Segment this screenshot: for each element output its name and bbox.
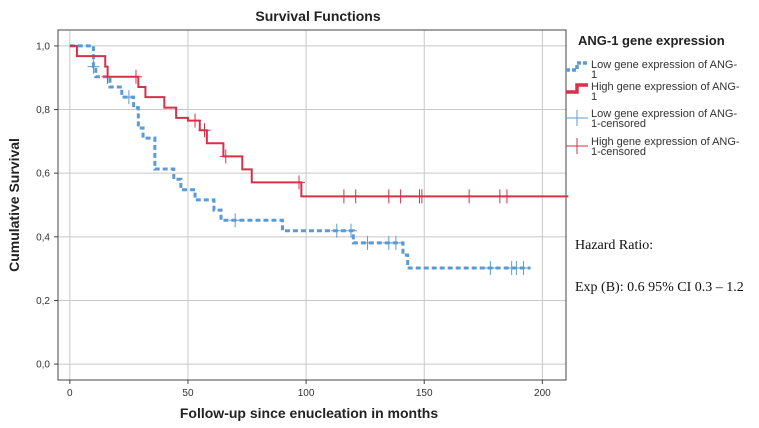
legend-label-continued: 1-censored — [591, 146, 646, 158]
legend-swatch — [566, 83, 588, 94]
x-tick-label: 50 — [182, 388, 194, 399]
legend-label: High gene expression of ANG- — [591, 136, 740, 148]
legend-label-continued: 1 — [591, 69, 597, 81]
legend-swatch — [566, 61, 588, 72]
chart-title: Survival Functions — [255, 8, 380, 24]
legend-swatch — [566, 110, 588, 126]
exp-b-text: Exp (B): 0.6 95% CI 0.3 – 1.2 — [575, 280, 744, 295]
low-censor-mark — [122, 90, 135, 105]
high-censor-mark — [394, 189, 407, 204]
legend-entry: High gene expression of ANG-1-censored — [566, 136, 740, 158]
y-axis-label: Cumulative Survival — [6, 138, 22, 272]
high-expression-line — [69, 44, 569, 198]
legend-entry: Low gene expression of ANG-1 — [566, 59, 737, 81]
series-group — [69, 44, 569, 275]
y-tick-label: 0,4 — [36, 232, 50, 243]
high-censor-mark — [463, 189, 476, 204]
legend-label-continued: 1 — [591, 91, 597, 103]
axis-ticks: 0 50 100 150 200 0,0 0,2 0,4 0,6 0,8 1,0 — [36, 41, 551, 399]
legend-label-continued: 1-censored — [591, 118, 646, 130]
y-tick-label: 0,0 — [36, 360, 50, 371]
x-tick-label: 100 — [298, 388, 315, 399]
plot-frame — [57, 29, 567, 381]
legend-label: Low gene expression of ANG- — [591, 59, 737, 71]
y-tick-label: 0,8 — [36, 105, 50, 116]
high-censor-mark — [500, 189, 513, 204]
low-censor-mark — [330, 223, 343, 238]
x-tick-label: 150 — [416, 388, 433, 399]
low-censor-mark — [344, 223, 357, 238]
y-tick-label: 0,2 — [36, 296, 50, 307]
grid-lines — [58, 30, 566, 380]
low-censor-mark — [361, 235, 374, 250]
high-censor-mark — [101, 69, 114, 84]
high-censor-mark — [415, 189, 428, 204]
legend-label: High gene expression of ANG- — [591, 81, 740, 93]
y-tick-label: 1,0 — [36, 41, 50, 52]
high-censor-mark — [349, 189, 362, 204]
low-censor-mark — [229, 213, 242, 228]
low-censor-mark — [87, 59, 100, 74]
y-tick-label: 0,6 — [36, 169, 50, 180]
high-censor-mark — [293, 175, 306, 190]
high-censor-mark — [198, 123, 211, 138]
x-axis-label: Follow-up since enucleation in months — [180, 405, 438, 421]
low-censor-mark — [389, 235, 402, 250]
x-tick-label: 0 — [67, 388, 73, 399]
legend-entry: High gene expression of ANG-1 — [566, 81, 740, 103]
high-censor-mark — [129, 69, 142, 84]
legend-label: Low gene expression of ANG- — [591, 108, 737, 120]
legend-entry: Low gene expression of ANG-1-censored — [566, 108, 737, 130]
hazard-ratio-label: Hazard Ratio: — [575, 238, 654, 253]
low-censor-mark — [517, 261, 530, 275]
legend-title: ANG-1 gene expression — [578, 33, 725, 48]
high-censor-mark — [382, 189, 395, 204]
legend-swatch — [566, 138, 588, 154]
high-censor-mark — [219, 149, 232, 164]
high-censor-mark — [189, 113, 202, 128]
low-censor-mark — [484, 261, 497, 275]
x-tick-label: 200 — [534, 388, 551, 399]
high-censor-mark — [337, 189, 350, 204]
